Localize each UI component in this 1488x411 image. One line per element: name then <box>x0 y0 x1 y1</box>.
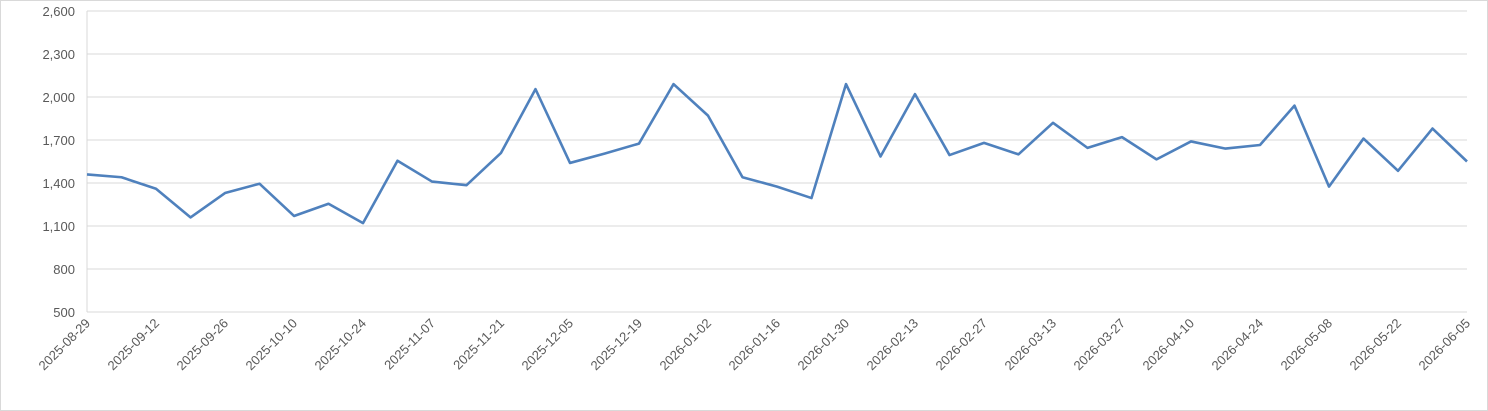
data-line <box>86 82 1468 225</box>
y-tick-label: 500 <box>53 305 75 320</box>
y-tick-label: 800 <box>53 262 75 277</box>
y-tick-label: 2,300 <box>42 47 75 62</box>
y-tick-label: 2,000 <box>42 90 75 105</box>
y-tick-label: 1,400 <box>42 176 75 191</box>
y-tick-label: 1,100 <box>42 219 75 234</box>
y-tick-label: 2,600 <box>42 4 75 19</box>
y-tick-label: 1,700 <box>42 133 75 148</box>
